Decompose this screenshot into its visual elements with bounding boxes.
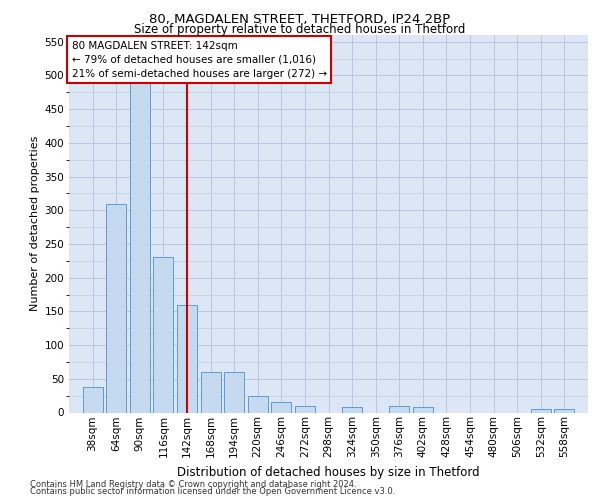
Bar: [531, 409, 551, 412]
Bar: [248, 396, 268, 412]
Bar: [83, 387, 103, 412]
Bar: [200, 372, 221, 412]
Bar: [177, 304, 197, 412]
Text: Contains public sector information licensed under the Open Government Licence v3: Contains public sector information licen…: [30, 487, 395, 496]
Bar: [295, 406, 315, 412]
X-axis label: Distribution of detached houses by size in Thetford: Distribution of detached houses by size …: [177, 466, 480, 478]
Bar: [224, 372, 244, 412]
Text: Size of property relative to detached houses in Thetford: Size of property relative to detached ho…: [134, 22, 466, 36]
Y-axis label: Number of detached properties: Number of detached properties: [30, 136, 40, 312]
Bar: [271, 402, 291, 412]
Text: 80 MAGDALEN STREET: 142sqm
← 79% of detached houses are smaller (1,016)
21% of s: 80 MAGDALEN STREET: 142sqm ← 79% of deta…: [71, 40, 327, 78]
Bar: [154, 258, 173, 412]
Text: Contains HM Land Registry data © Crown copyright and database right 2024.: Contains HM Land Registry data © Crown c…: [30, 480, 356, 489]
Text: 80, MAGDALEN STREET, THETFORD, IP24 2BP: 80, MAGDALEN STREET, THETFORD, IP24 2BP: [149, 12, 451, 26]
Bar: [342, 407, 362, 412]
Bar: [106, 204, 126, 412]
Bar: [413, 407, 433, 412]
Bar: [130, 68, 150, 412]
Bar: [389, 406, 409, 412]
Bar: [554, 409, 574, 412]
